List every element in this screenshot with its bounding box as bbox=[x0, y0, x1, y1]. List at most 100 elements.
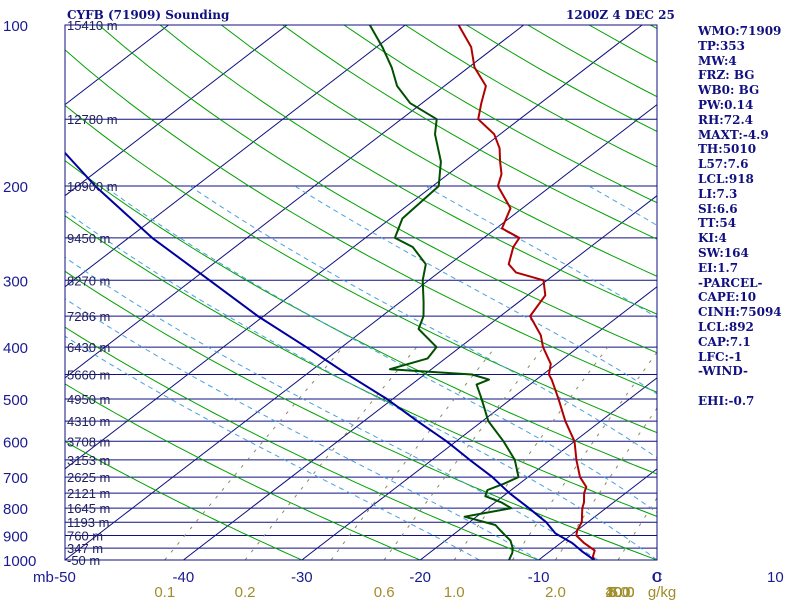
temperature-tick-label: -10 bbox=[528, 569, 550, 586]
dry-adiabat-line bbox=[65, 215, 657, 517]
dry-adiabat-line bbox=[282, 25, 657, 240]
height-label: 760 m bbox=[67, 529, 103, 544]
mixing-ratio-label: g/kg bbox=[648, 584, 676, 600]
valid-time: 1200Z 4 DEC 25 bbox=[566, 8, 675, 22]
isotherm-line bbox=[183, 195, 657, 560]
isotherm-line bbox=[419, 377, 657, 560]
height-label: 8270 m bbox=[67, 273, 110, 288]
dry-adiabat-line bbox=[65, 270, 657, 560]
pressure-unit-label: mb bbox=[33, 569, 54, 586]
mixing-ratio-label: 40.0 bbox=[605, 584, 634, 600]
background-grid bbox=[65, 25, 657, 560]
height-label: 7286 m bbox=[67, 309, 110, 324]
height-label: 1193 m bbox=[67, 515, 109, 530]
index-entry: EI:1.7 bbox=[698, 260, 739, 275]
mixing-ratio-label: 1.0 bbox=[444, 584, 465, 600]
pressure-tick-label: 200 bbox=[3, 179, 28, 196]
isotherm-line bbox=[65, 25, 288, 197]
isotherm-line bbox=[65, 25, 643, 470]
index-entry: SW:164 bbox=[698, 245, 749, 260]
isotherm-line bbox=[65, 103, 657, 560]
height-label: 5660 m bbox=[67, 367, 110, 382]
plot-frame bbox=[64, 24, 658, 561]
height-label: 4950 m bbox=[67, 392, 110, 407]
dry-adiabat-line bbox=[98, 25, 657, 354]
isotherm-line bbox=[301, 286, 657, 560]
temperature-trace bbox=[457, 25, 596, 560]
height-label: 4310 m bbox=[67, 414, 110, 429]
temperature-tick-label: 10 bbox=[767, 569, 784, 586]
index-entry: RH:72.4 bbox=[698, 112, 753, 127]
mixing-ratio-line bbox=[453, 346, 609, 560]
moist-adiabat-line bbox=[65, 210, 657, 560]
mixing-ratio-line bbox=[512, 351, 657, 560]
dry-adiabat-line bbox=[65, 104, 657, 434]
index-entry: TP:353 bbox=[698, 38, 746, 53]
index-entry: TH:5010 bbox=[698, 142, 757, 157]
temperature-tick-label: C bbox=[652, 569, 663, 586]
pressure-tick-label: 1000 bbox=[3, 553, 36, 570]
dry-adiabat-line bbox=[159, 25, 657, 315]
index-entry: -WIND- bbox=[698, 364, 748, 379]
pressure-tick-label: 900 bbox=[3, 529, 28, 546]
mixing-ratio-line bbox=[383, 346, 545, 560]
moist-adiabat-line bbox=[189, 185, 657, 459]
mixing-ratio-label: 0.1 bbox=[154, 584, 175, 600]
index-entry: CINH:75094 bbox=[698, 305, 782, 320]
dry-adiabat-line bbox=[65, 49, 657, 393]
height-label: 3708 m bbox=[67, 434, 110, 449]
index-entry: LI:7.3 bbox=[698, 186, 738, 201]
index-entry: MW:4 bbox=[698, 53, 737, 68]
index-entry: -PARCEL- bbox=[698, 275, 763, 290]
index-entry: EHI:-0.7 bbox=[698, 393, 755, 408]
pressure-tick-label: 100 bbox=[3, 18, 28, 35]
index-entry bbox=[698, 379, 782, 394]
dry-adiabat-line bbox=[65, 159, 657, 475]
index-entry: L57:7.6 bbox=[698, 157, 749, 172]
index-entry: KI:4 bbox=[698, 231, 727, 246]
dry-adiabat-line bbox=[65, 326, 539, 560]
index-entry: CAPE:10 bbox=[698, 290, 757, 305]
mixing-ratio-label: 0.6 bbox=[374, 584, 395, 600]
mixing-ratio-line bbox=[244, 346, 418, 560]
pressure-tick-label: 700 bbox=[3, 470, 28, 487]
pressure-tick-label: 800 bbox=[3, 501, 28, 518]
isotherm-line bbox=[65, 25, 406, 288]
height-label: 10900 m bbox=[67, 179, 118, 194]
mixing-ratio-label: 2.0 bbox=[545, 584, 566, 600]
dry-adiabat-line bbox=[65, 383, 421, 560]
isotherm-line bbox=[538, 468, 657, 560]
temperature-tick-label: -30 bbox=[291, 569, 313, 586]
dry-adiabat-line bbox=[65, 440, 303, 560]
index-entry: MAXT:-4.9 bbox=[698, 127, 769, 142]
moist-adiabat-line bbox=[65, 298, 539, 560]
isotherm-line bbox=[65, 25, 525, 379]
mixing-ratio-line bbox=[330, 346, 496, 560]
height-label: 1645 m bbox=[67, 501, 110, 516]
pressure-tick-label: 300 bbox=[3, 273, 28, 290]
mixing-ratio-label: 10.0 bbox=[605, 584, 634, 600]
height-label: 12780 m bbox=[67, 112, 118, 127]
mixing-ratio-label: 0.2 bbox=[235, 584, 256, 600]
dewpoint-trace bbox=[368, 25, 520, 560]
temperature-tick-label: -40 bbox=[173, 569, 195, 586]
index-entry: PW:0.14 bbox=[698, 97, 754, 112]
mixing-ratio-label: 3.0 bbox=[608, 584, 629, 600]
index-entry: WB0: BG bbox=[698, 83, 760, 98]
height-label: 347 m bbox=[67, 541, 103, 556]
height-label: 6430 m bbox=[67, 340, 110, 355]
height-label: 2121 m bbox=[67, 486, 110, 501]
index-entry: LCL:918 bbox=[698, 171, 754, 186]
index-entry: TT:54 bbox=[698, 216, 737, 231]
mixing-ratio-line bbox=[164, 346, 344, 560]
height-label: 3153 m bbox=[67, 453, 110, 468]
mixing-ratio-label: 5.0 bbox=[610, 584, 631, 600]
sounding-traces bbox=[65, 25, 596, 560]
index-entry: LFC:-1 bbox=[698, 349, 743, 364]
temperature-tick-label: -50 bbox=[54, 569, 76, 586]
temperature-tick-label: -20 bbox=[409, 569, 431, 586]
mixing-ratio-line bbox=[554, 407, 657, 560]
index-entry: WMO:71909 bbox=[698, 24, 782, 38]
